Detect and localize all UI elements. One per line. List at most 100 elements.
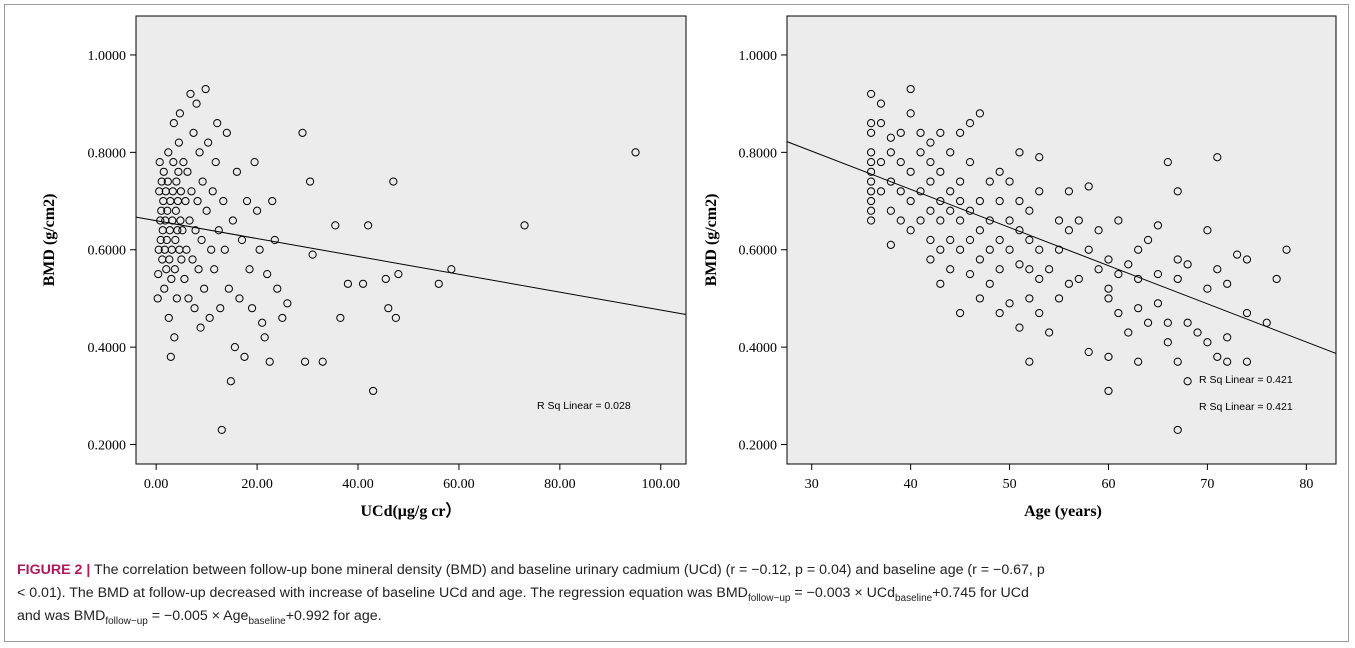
y-axis-title: BMD (g/cm2) xyxy=(41,194,58,287)
data-point xyxy=(1223,333,1232,342)
x-axis-title: Age (years) xyxy=(1024,503,1102,520)
caption-text-2c: +0.745 for UCd xyxy=(932,585,1029,601)
data-point xyxy=(384,304,393,313)
data-point xyxy=(159,167,168,176)
data-point xyxy=(1173,357,1182,366)
data-point xyxy=(896,157,905,167)
caption-text-3c: +0.992 for age. xyxy=(285,608,382,624)
data-point xyxy=(866,157,876,167)
data-point xyxy=(381,274,390,284)
data-point xyxy=(186,89,195,99)
x-tick-label: 100.00 xyxy=(642,477,681,492)
data-point xyxy=(174,138,183,147)
data-point xyxy=(208,187,217,196)
data-point xyxy=(896,128,905,137)
data-point xyxy=(177,255,186,264)
rsq-annotation-1: R Sq Linear = 0.421 xyxy=(1199,374,1293,386)
data-point xyxy=(273,284,282,293)
x-tick-label: 60 xyxy=(1101,477,1115,492)
data-point xyxy=(906,226,915,235)
data-point xyxy=(210,265,219,274)
data-point xyxy=(866,187,876,196)
data-point xyxy=(163,177,172,186)
data-point xyxy=(946,206,955,215)
x-tick-label: 0.00 xyxy=(144,477,169,492)
data-point xyxy=(172,294,181,303)
data-point xyxy=(866,119,876,128)
data-point xyxy=(184,294,193,303)
caption-text-1: The correlation between follow-up bone m… xyxy=(94,562,1045,578)
data-point xyxy=(163,206,172,215)
data-point xyxy=(1035,245,1044,254)
data-point xyxy=(1203,338,1212,347)
data-point xyxy=(886,206,895,215)
data-point xyxy=(217,425,226,435)
y-tick-label: 0.2000 xyxy=(739,439,778,454)
y-tick-label: 0.6000 xyxy=(739,244,778,259)
data-point xyxy=(886,133,895,142)
x-axis-title: UCd(μg/g cr） xyxy=(360,502,461,520)
data-point xyxy=(389,177,398,186)
data-point xyxy=(235,294,244,303)
data-point xyxy=(343,279,353,288)
data-point xyxy=(153,294,162,303)
plot-background xyxy=(135,15,687,465)
x-tick-label: 60.00 xyxy=(443,477,475,492)
data-point xyxy=(190,304,199,313)
data-point xyxy=(1173,425,1182,435)
data-point xyxy=(171,206,180,215)
caption-text-3b: = −0.005 × Age xyxy=(147,608,249,624)
data-point xyxy=(1084,182,1093,191)
data-point xyxy=(1173,255,1182,264)
data-point xyxy=(886,177,895,186)
data-point xyxy=(202,206,211,215)
data-point xyxy=(1114,308,1123,318)
data-point xyxy=(1153,269,1163,279)
data-point xyxy=(174,167,183,176)
data-point xyxy=(1163,338,1172,347)
data-point xyxy=(167,274,176,284)
data-point xyxy=(956,177,965,186)
data-point xyxy=(975,196,984,206)
regression-line xyxy=(135,216,687,315)
data-point xyxy=(265,357,274,366)
data-point xyxy=(318,357,327,366)
data-point xyxy=(936,216,945,225)
data-point xyxy=(283,299,292,308)
data-point xyxy=(1232,250,1242,259)
data-point xyxy=(188,255,197,264)
data-point xyxy=(866,177,876,186)
data-point xyxy=(1124,260,1133,269)
data-point xyxy=(230,343,239,352)
data-point xyxy=(1045,265,1054,274)
data-point xyxy=(965,235,975,245)
data-point xyxy=(1015,148,1024,157)
chart-ucd-vs-bmd: 0.2000 0.4000 0.6000 0.8000 1.0000 0.00 20.00… xyxy=(41,15,687,520)
data-point xyxy=(1213,153,1222,162)
data-point xyxy=(1223,357,1232,366)
data-point xyxy=(157,177,166,186)
x-tick-label: 50 xyxy=(1003,477,1017,492)
data-point xyxy=(192,99,201,108)
scatter-points xyxy=(866,84,1291,435)
data-point xyxy=(194,265,203,274)
data-point xyxy=(520,221,529,230)
data-point xyxy=(985,177,994,186)
data-point xyxy=(965,269,975,279)
subscript: baseline xyxy=(894,592,933,604)
data-point xyxy=(247,304,257,313)
data-point xyxy=(191,226,200,235)
data-point xyxy=(866,196,876,206)
subscript: follow−up xyxy=(105,615,148,627)
y-tick-label: 1.0000 xyxy=(88,49,127,64)
data-point xyxy=(1054,216,1064,225)
data-point xyxy=(906,84,915,94)
data-point xyxy=(222,128,231,137)
data-point xyxy=(936,196,945,206)
y-tick-label: 0.6000 xyxy=(88,244,127,259)
data-point xyxy=(201,84,210,94)
data-point xyxy=(162,265,171,274)
data-point xyxy=(995,265,1004,274)
data-point xyxy=(1064,226,1074,235)
data-point xyxy=(156,235,165,245)
